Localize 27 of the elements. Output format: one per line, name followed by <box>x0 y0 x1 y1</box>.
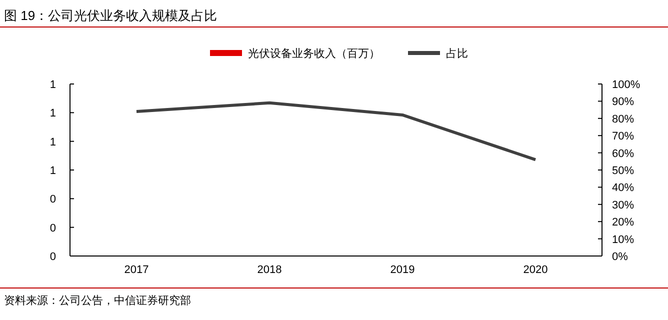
y2-tick-label: 80% <box>612 113 634 126</box>
y2-tick-label: 50% <box>612 165 634 177</box>
y2-tick-label: 100% <box>612 79 640 91</box>
x-tick-label: 2020 <box>523 264 548 276</box>
y2-tick-label: 70% <box>612 130 634 143</box>
x-tick-label: 2017 <box>124 264 149 276</box>
y-tick-label: 0 <box>50 251 56 263</box>
y-tick-label: 1 <box>50 136 56 148</box>
y2-tick-label: 20% <box>612 216 634 229</box>
text: 资料来源：公司公告，中信证券研究部 <box>4 294 191 307</box>
legend-label: 占比 <box>446 47 468 60</box>
y-tick-label: 1 <box>50 108 56 120</box>
x-tick-label: 2019 <box>390 264 415 276</box>
x-tick-label: 2018 <box>257 264 282 276</box>
y2-tick-label: 90% <box>612 96 634 108</box>
y2-tick-label: 60% <box>612 148 634 160</box>
y-tick-label: 1 <box>50 165 56 177</box>
y-tick-label: 0 <box>50 222 56 234</box>
y2-tick-label: 40% <box>612 182 634 194</box>
y2-tick-label: 30% <box>612 199 634 212</box>
y2-tick-label: 0% <box>612 251 628 263</box>
chart-title: 图 19：公司光伏业务收入规模及占比 <box>4 8 218 23</box>
line-series <box>135 101 537 162</box>
legend-label: 光伏设备业务收入（百万） <box>248 47 380 60</box>
y2-tick-label: 10% <box>612 234 634 246</box>
y-tick-label: 1 <box>50 79 56 91</box>
y-tick-label: 0 <box>50 194 56 206</box>
